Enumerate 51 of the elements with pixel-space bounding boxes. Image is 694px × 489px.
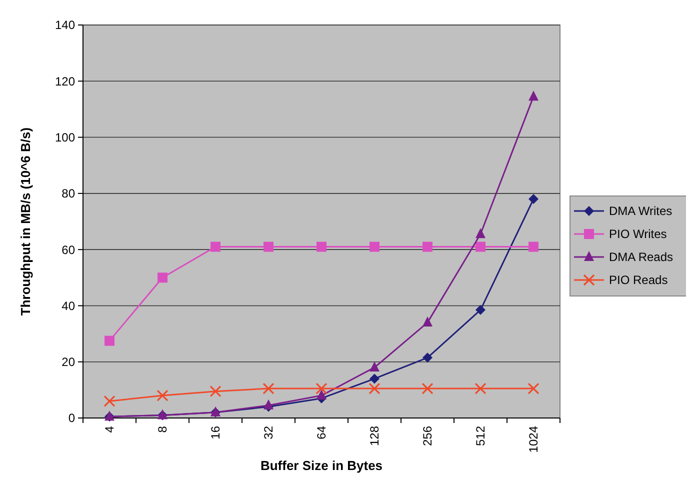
- x-tick-label: 4: [102, 426, 116, 433]
- point: [104, 336, 114, 346]
- x-tick-label: 128: [368, 426, 382, 446]
- point: [262, 382, 274, 394]
- point: [422, 242, 432, 252]
- x-tick-label: 256: [420, 426, 434, 446]
- point: [474, 382, 486, 394]
- point: [370, 361, 380, 372]
- point: [370, 242, 380, 252]
- point: [158, 272, 168, 283]
- point: [528, 242, 538, 252]
- x-tick-label: 1024: [526, 426, 540, 453]
- y-tick-label: 80: [62, 186, 76, 201]
- point: [264, 242, 274, 252]
- point: [316, 382, 328, 394]
- point: [156, 390, 168, 402]
- point: [476, 304, 486, 315]
- y-tick-label: 40: [62, 298, 76, 313]
- point: [368, 382, 380, 394]
- y-axis-title: Throughput in MB/s (10^6 B/s): [18, 127, 33, 316]
- point: [316, 242, 326, 252]
- y-tick-label: 120: [54, 74, 76, 88]
- point: [528, 194, 538, 204]
- y-tick-label: 0: [68, 411, 76, 426]
- x-tick-label: 64: [314, 426, 328, 440]
- point: [210, 386, 222, 398]
- point: [422, 352, 432, 363]
- x-tick-label: 16: [208, 426, 222, 440]
- y-tick-label: 140: [54, 18, 76, 32]
- point: [422, 316, 432, 327]
- point: [528, 90, 538, 101]
- point: [422, 382, 434, 394]
- legend-label: PIO Writes: [609, 227, 667, 242]
- x-tick-label: 8: [156, 426, 170, 433]
- point: [476, 228, 486, 238]
- point: [476, 242, 486, 252]
- x-axis-title: Buffer Size in Bytes: [260, 458, 383, 473]
- point: [316, 390, 326, 400]
- point: [264, 399, 274, 410]
- y-tick-label: 60: [62, 242, 76, 257]
- legend-label: DMA Reads: [609, 250, 674, 264]
- legend-label: DMA Writes: [609, 204, 672, 218]
- legend-label: PIO Reads: [609, 273, 668, 288]
- x-tick-label: 32: [262, 426, 276, 440]
- point: [370, 374, 380, 384]
- point: [104, 395, 116, 407]
- point: [210, 242, 220, 252]
- point: [528, 382, 540, 394]
- x-tick-label: 512: [474, 426, 488, 446]
- y-tick-label: 20: [62, 355, 76, 370]
- y-tick-label: 100: [54, 130, 76, 144]
